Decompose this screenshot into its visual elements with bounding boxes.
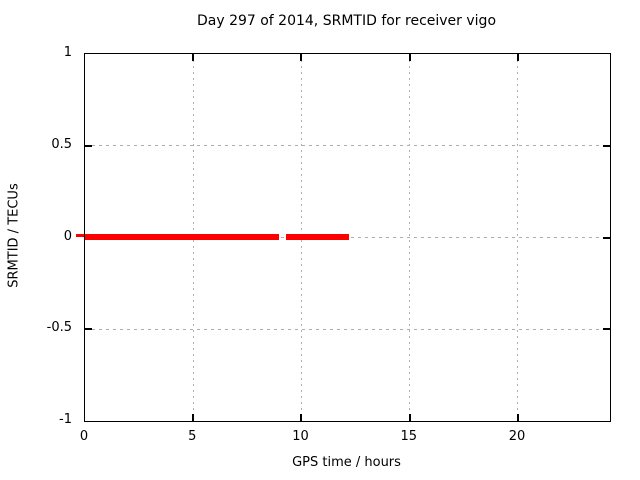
y-tick-mark-left <box>85 328 92 331</box>
series-line-segment <box>286 233 350 240</box>
chart-title: Day 297 of 2014, SRMTID for receiver vig… <box>196 13 497 29</box>
y-tick-mark-right <box>603 236 610 239</box>
y-tick-label: 0.5 <box>51 136 72 152</box>
y-tick-label: -1 <box>59 412 72 427</box>
gridline-horizontal <box>85 145 610 147</box>
x-tick-mark-bottom <box>516 414 519 421</box>
x-tick-mark-top <box>516 54 519 61</box>
x-tick-mark-top <box>192 54 195 61</box>
y-tick-label: -0.5 <box>46 320 72 336</box>
red-left-axis-tick <box>76 234 84 237</box>
x-tick-label: 20 <box>508 429 526 444</box>
x-tick-mark-bottom <box>408 414 411 421</box>
x-tick-mark-top <box>408 54 411 61</box>
x-tick-label: 5 <box>188 429 197 444</box>
y-tick-mark-left <box>85 144 92 147</box>
x-tick-mark-bottom <box>192 414 195 421</box>
gridline-horizontal <box>85 328 610 330</box>
x-tick-label: 10 <box>292 429 309 444</box>
x-tick-label: 15 <box>400 429 417 444</box>
x-axis-label: GPS time / hours <box>292 455 401 470</box>
series-line-segment <box>85 233 279 240</box>
x-tick-mark-top <box>300 54 303 61</box>
y-tick-label: 1 <box>63 45 72 60</box>
x-tick-label: 0 <box>79 429 89 444</box>
y-tick-mark-right <box>603 144 610 147</box>
x-tick-mark-bottom <box>300 414 303 421</box>
y-tick-mark-right <box>603 328 610 331</box>
y-tick-label: 0 <box>63 228 72 244</box>
plot-area <box>84 53 611 422</box>
